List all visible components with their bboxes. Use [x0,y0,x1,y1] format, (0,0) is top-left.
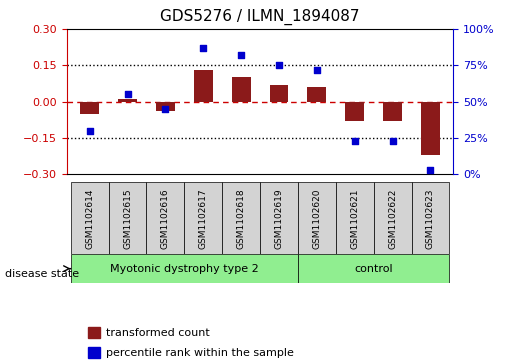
Bar [118,99,137,102]
Point [426,167,435,173]
FancyBboxPatch shape [222,182,260,254]
Point [161,106,169,112]
Text: GSM1102619: GSM1102619 [274,189,284,249]
Bar [156,102,175,111]
Text: GSM1102615: GSM1102615 [123,189,132,249]
Text: GSM1102616: GSM1102616 [161,189,170,249]
Point [237,52,245,58]
FancyBboxPatch shape [71,254,298,283]
Text: disease state: disease state [5,269,79,279]
FancyBboxPatch shape [109,182,146,254]
FancyBboxPatch shape [336,182,374,254]
Point [199,45,208,51]
Text: GSM1102621: GSM1102621 [350,189,359,249]
Text: GSM1102617: GSM1102617 [199,189,208,249]
Text: Myotonic dystrophy type 2: Myotonic dystrophy type 2 [110,264,259,274]
Text: transformed count: transformed count [106,328,209,338]
FancyBboxPatch shape [71,182,109,254]
FancyBboxPatch shape [184,182,222,254]
FancyBboxPatch shape [146,182,184,254]
Text: percentile rank within the sample: percentile rank within the sample [106,348,294,358]
Point [351,138,359,144]
Point [388,138,397,144]
Point [275,62,283,68]
Bar [232,77,251,102]
Bar [307,87,327,102]
Bar [345,102,364,121]
Point [313,67,321,73]
Text: control: control [354,264,393,274]
FancyBboxPatch shape [411,182,450,254]
Text: GSM1102623: GSM1102623 [426,189,435,249]
Bar [421,102,440,155]
Bar [383,102,402,121]
Text: GSM1102622: GSM1102622 [388,189,397,249]
Text: GSM1102620: GSM1102620 [313,189,321,249]
FancyBboxPatch shape [374,182,411,254]
Bar [269,85,288,102]
Text: GSM1102614: GSM1102614 [85,189,94,249]
FancyBboxPatch shape [260,182,298,254]
Text: GSM1102618: GSM1102618 [236,189,246,249]
FancyBboxPatch shape [298,254,450,283]
Point [85,128,94,134]
Title: GDS5276 / ILMN_1894087: GDS5276 / ILMN_1894087 [160,9,360,25]
Bar [80,102,99,114]
Point [124,91,132,97]
FancyBboxPatch shape [298,182,336,254]
Bar [194,70,213,102]
